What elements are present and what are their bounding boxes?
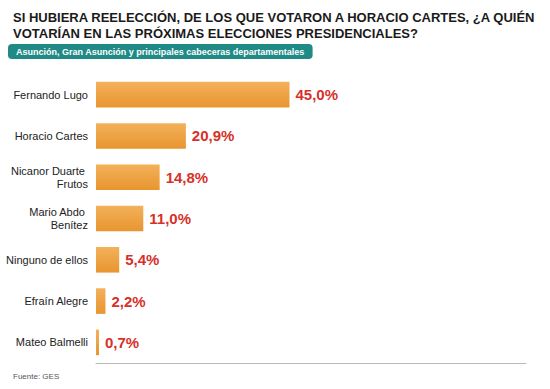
svg-text:SI HUBIERA REELECCIÓN, DE LOS: SI HUBIERA REELECCIÓN, DE LOS QUE VOTARO…	[13, 10, 538, 25]
svg-text:20,9%: 20,9%	[192, 127, 235, 144]
svg-text:Fernando Lugo: Fernando Lugo	[13, 89, 88, 101]
svg-text:Fuente: GES: Fuente: GES	[13, 372, 59, 381]
svg-text:Frutos: Frutos	[57, 178, 89, 190]
svg-text:Horacio Cartes: Horacio Cartes	[15, 130, 89, 142]
svg-text:11,0%: 11,0%	[149, 210, 191, 227]
svg-text:45,0%: 45,0%	[296, 86, 339, 103]
svg-text:Asunción, Gran Asunción y prin: Asunción, Gran Asunción y principales ca…	[16, 47, 304, 57]
svg-text:Ninguno de ellos: Ninguno de ellos	[6, 254, 88, 266]
svg-text:14,8%: 14,8%	[166, 169, 209, 186]
svg-text:2,2%: 2,2%	[111, 293, 145, 310]
svg-text:Efraín Alegre: Efraín Alegre	[24, 295, 88, 307]
svg-text:0,7%: 0,7%	[105, 334, 139, 351]
svg-text:Mateo Balmelli: Mateo Balmelli	[16, 336, 88, 348]
svg-text:Nicanor Duarte: Nicanor Duarte	[11, 165, 88, 177]
svg-text:5,4%: 5,4%	[125, 251, 159, 268]
svg-text:Mario Abdo: Mario Abdo	[29, 206, 88, 218]
svg-text:Benítez: Benítez	[51, 219, 88, 231]
svg-text:VOTARÍAN EN LAS PRÓXIMAS ELECC: VOTARÍAN EN LAS PRÓXIMAS ELECCIONES PRES…	[13, 26, 418, 41]
